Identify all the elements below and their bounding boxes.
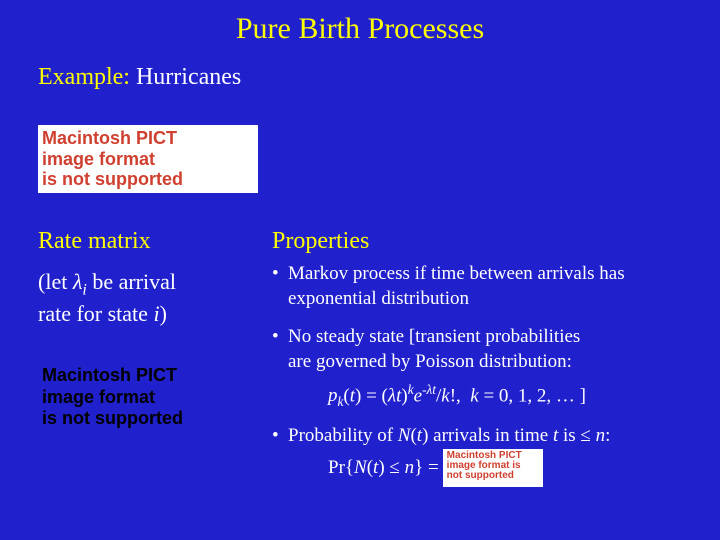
text: Pr{N(t) ≤ n} = xyxy=(328,456,439,481)
text: : xyxy=(605,425,610,446)
rate-matrix-sub: (let λi be arrival rate for state i) xyxy=(38,268,176,328)
poisson-formula: pk(t) = (λt)ke-λt/k!, k = 0, 1, 2, … ] xyxy=(288,381,702,410)
pict-line: Macintosh PICT xyxy=(42,128,254,149)
var-N: N xyxy=(398,425,411,446)
pict-placeholder-3: Macintosh PICT image format is not suppo… xyxy=(443,449,543,487)
text: No steady state [transient probabilities xyxy=(288,326,580,347)
text: arrivals in time xyxy=(428,425,553,446)
pict-line: image format xyxy=(42,387,194,409)
text: (let xyxy=(38,269,73,294)
text: (t) xyxy=(410,425,428,446)
example-line: Example: Hurricanes xyxy=(0,46,720,91)
text: rate for state xyxy=(38,301,153,326)
text: is ≤ xyxy=(558,425,595,446)
example-text: Hurricanes xyxy=(130,64,241,90)
text: are governed by Poisson distribution: xyxy=(288,351,572,372)
var-n: n xyxy=(596,425,606,446)
pict-placeholder-2: Macintosh PICT image format is not suppo… xyxy=(38,350,198,445)
pict-line: is not supported xyxy=(42,408,194,430)
text: be arrival xyxy=(87,269,176,294)
bullet-3: Probability of N(t) arrivals in time t i… xyxy=(272,424,702,487)
pict-line: Macintosh PICT xyxy=(42,365,194,387)
example-label: Example: xyxy=(38,64,130,90)
rate-matrix-heading: Rate matrix xyxy=(38,228,151,255)
slide-title: Pure Birth Processes xyxy=(0,0,720,46)
pict-line: is not supported xyxy=(42,169,254,190)
text: Probability of xyxy=(288,425,398,446)
lambda: λ xyxy=(73,269,83,294)
bullet-1: Markov process if time between arrivals … xyxy=(272,262,702,311)
properties-heading: Properties xyxy=(272,228,369,255)
pict-placeholder-1: Macintosh PICT image format is not suppo… xyxy=(38,125,258,193)
bullet-2: No steady state [transient probabilities… xyxy=(272,325,702,410)
properties-list: Markov process if time between arrivals … xyxy=(272,262,702,501)
text: ) xyxy=(160,301,167,326)
pict-line: image format xyxy=(42,149,254,170)
probability-expr: Pr{N(t) ≤ n} = Macintosh PICT image form… xyxy=(288,449,702,487)
